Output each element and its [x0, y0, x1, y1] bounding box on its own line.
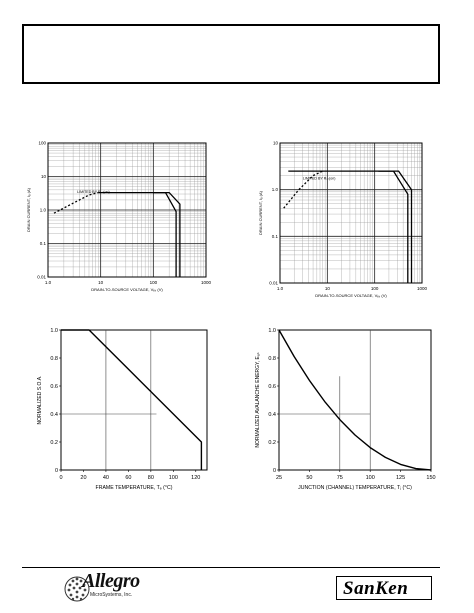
- x-tick-label: 1000: [417, 286, 428, 291]
- soa-chart-right-svg: 1.0 10 100 1000 10 1.0 0.1 0.01 DRAIN-TO-SOURCE …: [258, 141, 428, 299]
- y-tick-label: 10: [41, 174, 47, 179]
- y-tick-label: 0.1: [272, 234, 279, 239]
- soa-series-line: [283, 170, 323, 209]
- y-tick-label: 1.0: [40, 208, 47, 213]
- allegro-wordmark: Allegro: [82, 570, 140, 592]
- soa-series-line: [98, 191, 177, 277]
- y-tick-label: 0.6: [268, 384, 276, 390]
- y-tick-label: 1.0: [268, 328, 276, 334]
- soa-chart-left-svg: 1.0 10 100 1000 100 10 1.0 0.1 0.01 DRAIN-TO-SOUR…: [26, 141, 212, 293]
- avalanche-energy-chart-svg: 25 50 75 100 125 150 0 0.2 0.4 0.6 0.8 1.0 JUNCTION …: [255, 328, 436, 491]
- y-tick-label: 0.01: [269, 281, 278, 286]
- y-tick-label: 0.2: [50, 440, 58, 446]
- x-tick-label: 1000: [201, 280, 212, 285]
- plot-frame: [60, 329, 208, 471]
- y-axis-label: NORMALIZED S.O.A.: [37, 376, 43, 425]
- y-tick-label: 0.8: [50, 356, 58, 362]
- y-axis-label: NORMALIZED AVALANCHE ENERGY, Eₐₛ: [255, 352, 261, 447]
- soa-series-line: [153, 191, 181, 277]
- curve-line: [61, 329, 203, 470]
- x-tick-label: 75: [337, 475, 343, 481]
- x-tick-label: 125: [396, 475, 405, 481]
- y-tick-label: 0.2: [268, 440, 276, 446]
- y-tick-label: 0.1: [40, 241, 47, 246]
- y-tick-label: 1.0: [50, 328, 58, 334]
- y-tick-label: 0.01: [37, 275, 46, 280]
- title-box: [22, 24, 440, 84]
- soa-series-line: [53, 191, 99, 214]
- x-tick-label: 25: [276, 475, 282, 481]
- x-tick-label: 100: [371, 286, 379, 291]
- x-tick-label: 50: [306, 475, 312, 481]
- y-tick-label: 0.6: [50, 384, 58, 390]
- x-tick-label: 100: [169, 475, 178, 481]
- sanken-wordmark: SanKen: [343, 578, 409, 599]
- x-tick-label: 40: [103, 475, 109, 481]
- allegro-logo: Allegro MicroSystems, Inc.: [64, 570, 174, 606]
- y-tick-label: 0.4: [268, 412, 276, 418]
- avalanche-energy-chart: 25 50 75 100 125 150 0 0.2 0.4 0.6 0.8 1.0 JUNCTION …: [245, 320, 450, 495]
- footer-rule: [22, 567, 440, 568]
- x-axis-label: FRAME TEMPERATURE, Tₑ (°C): [96, 485, 173, 491]
- x-tick-label: 1.0: [45, 280, 52, 285]
- sanken-logo: SanKen: [336, 576, 432, 600]
- x-axis-label: JUNCTION (CHANNEL) TEMPERATURE, Tⱼ (°C): [298, 485, 412, 491]
- soa-derating-chart: 0 20 40 60 80 100 120 0 0.2 0.4 0.6 0.8 1.0 FRAME TEM…: [18, 320, 218, 495]
- y-tick-label: 0.8: [268, 356, 276, 362]
- x-tick-label: 0: [59, 475, 62, 481]
- plot-frame: [278, 329, 432, 471]
- x-axis-label: DRAIN-TO-SOURCE VOLTAGE, Vₑₛ (V): [91, 287, 163, 292]
- plot-frame: [47, 142, 207, 278]
- soa-chart-right: 1.0 10 100 1000 10 1.0 0.1 0.01 DRAIN-TO-SOURCE …: [250, 135, 450, 299]
- soa-annotation: LIMITED BY Rₐₛ(on): [303, 177, 336, 181]
- soa-derating-chart-svg: 0 20 40 60 80 100 120 0 0.2 0.4 0.6 0.8 1.0 FRAME TEM…: [37, 328, 208, 491]
- x-tick-label: 100: [366, 475, 375, 481]
- allegro-emblem-icon: [64, 576, 90, 602]
- y-tick-label: 10: [273, 141, 279, 146]
- x-axis-label: DRAIN-TO-SOURCE VOLTAGE, Vₑₛ (V): [315, 293, 387, 298]
- x-tick-label: 150: [426, 475, 435, 481]
- x-tick-label: 10: [98, 280, 104, 285]
- y-tick-label: 1.0: [272, 187, 279, 192]
- y-tick-label: 0: [273, 468, 276, 474]
- x-tick-label: 80: [148, 475, 154, 481]
- soa-series-line: [288, 170, 409, 283]
- x-tick-label: 1.0: [277, 286, 284, 291]
- y-axis-label: DRAIN CURRENT, Iₐ (A): [26, 187, 31, 232]
- y-tick-label: 0: [55, 468, 58, 474]
- x-tick-label: 20: [80, 475, 86, 481]
- soa-series-line: [378, 170, 413, 283]
- allegro-subtitle: MicroSystems, Inc.: [90, 592, 133, 598]
- plot-frame: [279, 142, 423, 284]
- x-tick-label: 100: [150, 280, 158, 285]
- x-tick-label: 60: [125, 475, 131, 481]
- curve-line: [278, 329, 432, 471]
- soa-annotation: LIMITED BY Rₐₛ(on): [77, 190, 110, 194]
- soa-chart-left: 1.0 10 100 1000 100 10 1.0 0.1 0.01 DRAIN-TO-SOUR…: [18, 135, 218, 297]
- y-tick-label: 100: [38, 141, 46, 146]
- y-axis-label: DRAIN CURRENT, Iₐ (A): [258, 190, 263, 235]
- x-tick-label: 120: [191, 475, 200, 481]
- x-tick-label: 10: [325, 286, 331, 291]
- y-tick-label: 0.4: [50, 412, 58, 418]
